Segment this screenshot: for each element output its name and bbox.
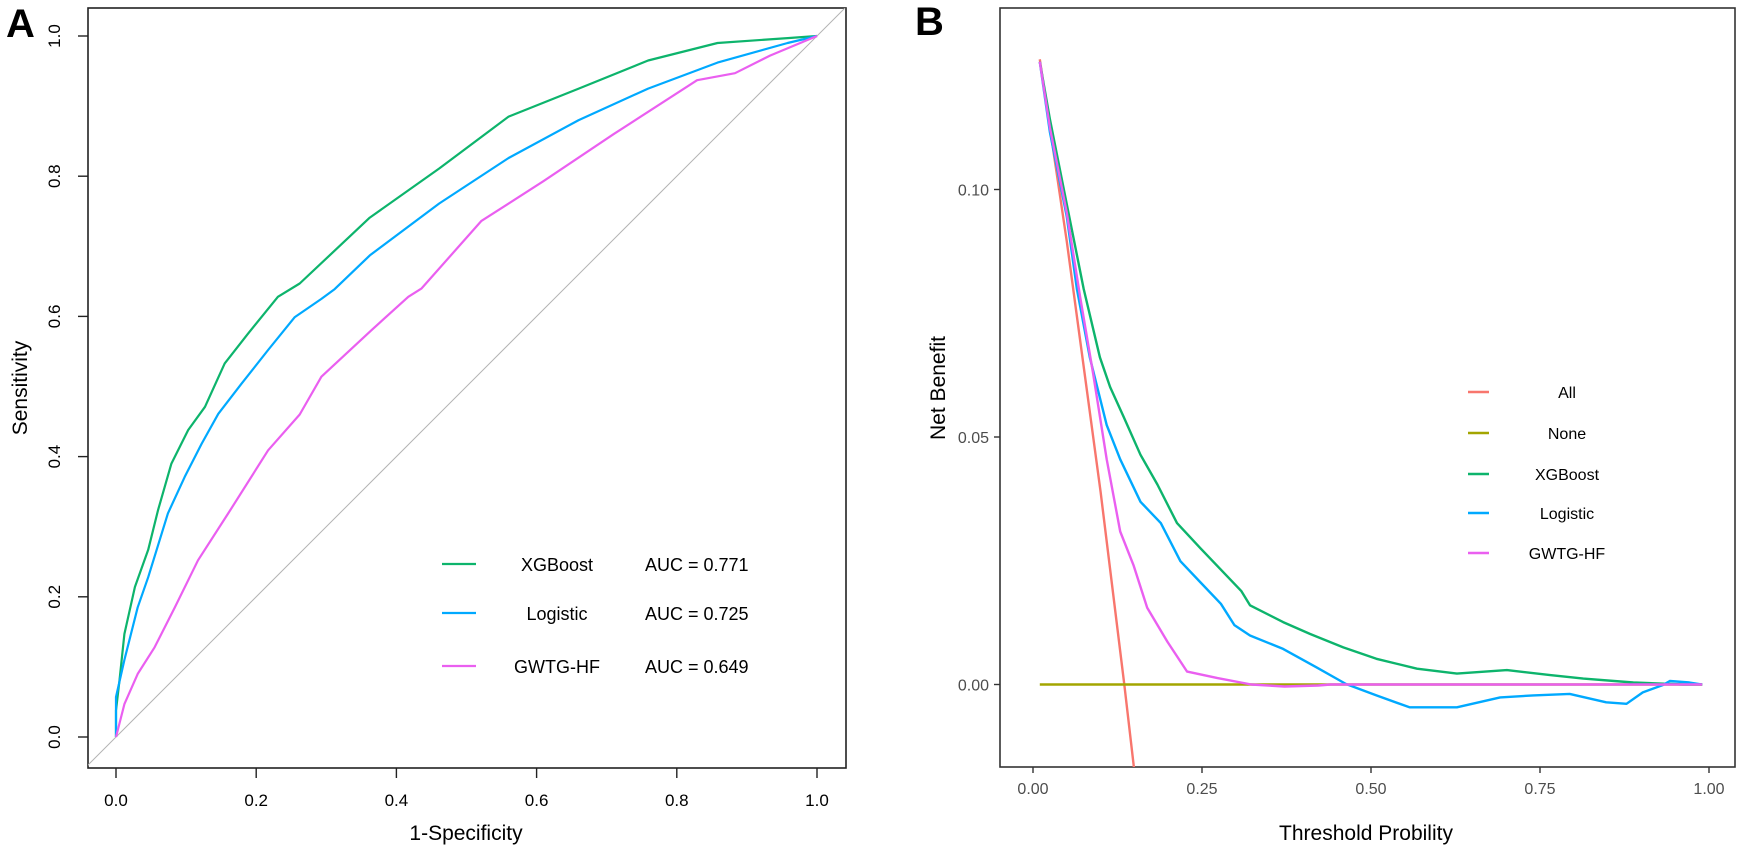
panel-b-dca: B 0.00 0.25 0.50 0.75 1.00 0.00 0.05 0.10 All No… — [915, 0, 1736, 845]
legend-auc-value: AUC = 0.649 — [645, 657, 749, 677]
y-tick-label-a: 0.8 — [45, 164, 64, 188]
legend-label: Logistic — [526, 604, 587, 624]
roc-curve-logistic — [114, 34, 818, 737]
x-tick-label-a: 1.0 — [805, 791, 829, 810]
x-tick-label-b: 0.50 — [1355, 781, 1386, 798]
y-tick-label-b: 0.00 — [958, 678, 989, 695]
x-tick-label-a: 0.4 — [385, 791, 409, 810]
legend-item-xgboost: XGBoost — [1468, 467, 1600, 484]
x-tick-label-a: 0.6 — [525, 791, 549, 810]
legend-label: Logistic — [1540, 506, 1594, 523]
plot-b-frame — [999, 7, 1736, 768]
x-tick-label-b: 0.75 — [1524, 781, 1555, 798]
plot-b-legend: All None XGBoost Logistic GWTG-HF — [1468, 385, 1605, 563]
x-tick-label-a: 0.0 — [104, 791, 128, 810]
x-tick-label-b: 0.00 — [1017, 781, 1048, 798]
y-tick-label-b: 0.05 — [958, 430, 989, 447]
net-benefit-curve-gwtg-hf — [1038, 61, 1703, 688]
roc-curve-xgboost — [114, 34, 818, 737]
plot-a-frame — [87, 7, 847, 769]
net-benefit-curve-all — [1038, 59, 1136, 767]
legend-label: GWTG-HF — [514, 657, 600, 677]
legend-item-logistic: Logistic — [1468, 506, 1594, 523]
legend-auc-value: AUC = 0.725 — [645, 604, 749, 624]
x-tick-label-a: 0.8 — [665, 791, 689, 810]
x-tick-label-b: 0.25 — [1186, 781, 1217, 798]
y-tick-label-a: 1.0 — [45, 24, 64, 48]
panel-b-letter: B — [915, 0, 944, 44]
legend-item-xgboost: XGBoost AUC = 0.771 — [442, 555, 749, 575]
y-tick-label-a: 0.6 — [45, 305, 64, 329]
panel-a-roc: A 0.0 0.2 0.4 0.6 0.8 1.0 0.0 0.2 0.4 0.6 0.8 1.0 X… — [6, 2, 847, 845]
y-axis-title-b: Net Benefit — [927, 336, 950, 440]
legend-label: All — [1558, 385, 1576, 402]
y-tick-label-a: 0.0 — [45, 725, 64, 749]
legend-label: XGBoost — [521, 555, 593, 575]
x-axis-title-a: 1-Specificity — [409, 822, 523, 845]
diagonal-reference-line — [88, 8, 846, 766]
legend-label: None — [1548, 426, 1586, 443]
legend-item-none: None — [1468, 426, 1586, 443]
panel-a-letter: A — [6, 2, 35, 46]
plot-a-ticks: 0.0 0.2 0.4 0.6 0.8 1.0 0.0 0.2 0.4 0.6 0.8 1.0 — [45, 24, 829, 810]
legend-item-gwtg-hf: GWTG-HF — [1468, 546, 1605, 563]
legend-item-all: All — [1468, 385, 1576, 402]
x-tick-label-a: 0.2 — [244, 791, 268, 810]
plot-a-series — [88, 8, 846, 766]
plot-b-ticks: 0.00 0.25 0.50 0.75 1.00 0.00 0.05 0.10 — [958, 183, 1725, 799]
plot-b-series — [1038, 59, 1703, 767]
legend-item-logistic: Logistic AUC = 0.725 — [442, 604, 749, 624]
x-tick-label-b: 1.00 — [1693, 781, 1724, 798]
roc-curve-gwtg-hf — [114, 34, 818, 738]
net-benefit-curve-xgboost — [1038, 61, 1703, 686]
net-benefit-curve-logistic — [1038, 61, 1703, 709]
legend-label: XGBoost — [1535, 467, 1600, 484]
legend-item-gwtg-hf: GWTG-HF AUC = 0.649 — [442, 657, 749, 677]
plot-a-legend: XGBoost AUC = 0.771 Logistic AUC = 0.725 GWT… — [442, 555, 749, 677]
y-tick-label-a: 0.4 — [45, 445, 64, 469]
y-tick-label-a: 0.2 — [45, 585, 64, 609]
legend-auc-value: AUC = 0.771 — [645, 555, 749, 575]
y-tick-label-b: 0.10 — [958, 183, 989, 200]
x-axis-title-b: Threshold Probility — [1279, 822, 1453, 845]
y-axis-title-a: Sensitivity — [9, 340, 32, 435]
legend-label: GWTG-HF — [1529, 546, 1606, 563]
